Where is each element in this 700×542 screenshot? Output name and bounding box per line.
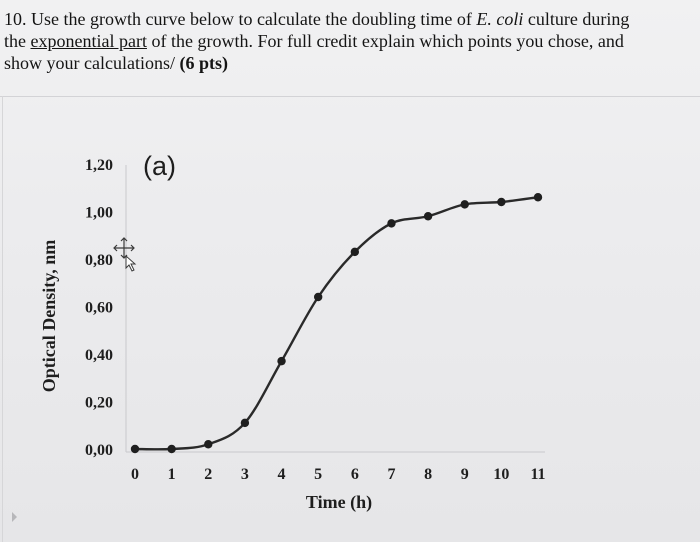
x-tick-label: 11 (530, 466, 545, 483)
data-point (204, 440, 213, 449)
data-point (423, 212, 433, 221)
data-point (313, 292, 323, 302)
data-point (533, 193, 543, 202)
x-tick-label: 10 (493, 466, 509, 483)
data-point (497, 197, 506, 207)
y-tick-label: 1,00 (85, 205, 113, 222)
question-divider (0, 96, 700, 97)
y-tick-label: 0,60 (85, 300, 113, 317)
data-point (167, 444, 176, 454)
x-tick-label: 9 (461, 466, 469, 483)
question-line-2-prefix: the (4, 31, 31, 51)
x-tick-label: 8 (424, 466, 432, 483)
question-line-2: the exponential part of the growth. For … (4, 30, 694, 52)
page-left-edge (2, 96, 3, 542)
question-line-1-suffix: culture during (523, 9, 630, 29)
question-text: 10. Use the growth curve below to calcul… (4, 8, 694, 74)
data-point (277, 356, 286, 366)
y-tick-labels: 0,00 0,20 0,40 0,60 0,80 1,00 1,20 (85, 157, 113, 459)
x-tick-label: 4 (278, 466, 286, 483)
x-tick-labels: 0 1 2 3 4 5 6 7 8 9 10 11 (131, 466, 546, 483)
pointer-icon (12, 512, 17, 522)
y-axis-title: Optical Density, nm (39, 240, 59, 393)
question-line-3: show your calculations/ (6 pts) (4, 52, 694, 74)
data-point (460, 200, 469, 209)
x-tick-label: 7 (387, 466, 395, 483)
y-tick-label: 1,20 (85, 157, 113, 174)
question-line-1-prefix: 10. Use the growth curve below to calcul… (4, 9, 477, 29)
data-point (387, 219, 396, 228)
question-line-3-text: show your calculations/ (4, 53, 180, 73)
data-point-markers (130, 193, 543, 454)
organism-name: E. coli (476, 9, 524, 29)
x-axis-title: Time (h) (306, 492, 372, 513)
x-tick-label: 3 (241, 466, 249, 483)
move-cursor-icon (113, 237, 137, 272)
data-point (130, 444, 140, 454)
x-tick-label: 6 (351, 466, 359, 483)
x-tick-label: 1 (168, 466, 176, 483)
y-tick-label: 0,80 (85, 252, 113, 269)
growth-curve-line (134, 196, 539, 451)
data-point (350, 247, 360, 257)
x-tick-label: 2 (204, 466, 212, 483)
question-line-1: 10. Use the growth curve below to calcul… (4, 8, 694, 30)
x-tick-label: 5 (314, 466, 322, 483)
panel-label: (a) (143, 151, 176, 181)
data-point (240, 418, 250, 428)
points-label: (6 pts) (179, 53, 228, 73)
underlined-phrase: exponential part (30, 31, 147, 51)
question-line-2-suffix: of the growth. For full credit explain w… (146, 31, 624, 51)
x-tick-label: 0 (131, 466, 139, 483)
y-tick-label: 0,40 (85, 347, 113, 364)
y-tick-label: 0,00 (85, 442, 113, 459)
y-tick-label: 0,20 (85, 395, 113, 412)
